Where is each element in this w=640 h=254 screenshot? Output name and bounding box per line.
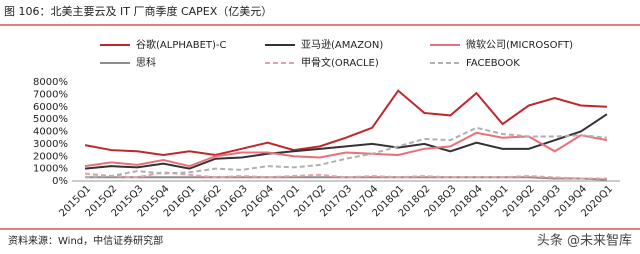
legend-label: 思科 [136,56,156,69]
legend-label: 甲骨文(ORACLE) [301,56,379,69]
y-tick-label: 4000% [33,127,68,138]
chart-title: 图 106：北美主要云及 IT 厂商季度 CAPEX（亿美元） [4,4,272,18]
series-line [85,126,608,179]
y-tick-label: 6000% [33,102,68,113]
y-tick-label: 1000% [33,164,68,175]
legend-label: 谷歌(ALPHABET)-C [136,38,227,51]
y-tick-label: 3000% [33,139,68,150]
series-line [84,171,607,180]
series-line [85,176,607,181]
y-tick-label: 5000% [33,114,68,125]
series-line [84,89,607,157]
legend-label: FACEBOOK [466,58,520,69]
source-note: 资料来源：Wind，中信证券研究部 [8,234,163,247]
y-tick-label: 2000% [33,151,68,162]
y-tick-label: 8000% [33,77,68,88]
legend-label: 微软公司(MICROSOFT) [466,38,573,51]
watermark: 头条 @未来智库 [537,233,632,249]
y-tick-label: 7000% [33,89,68,100]
series-line [84,113,608,170]
y-tick-label: 0% [52,176,68,187]
legend-label: 亚马逊(AMAZON) [301,39,383,51]
series-line [84,131,608,168]
